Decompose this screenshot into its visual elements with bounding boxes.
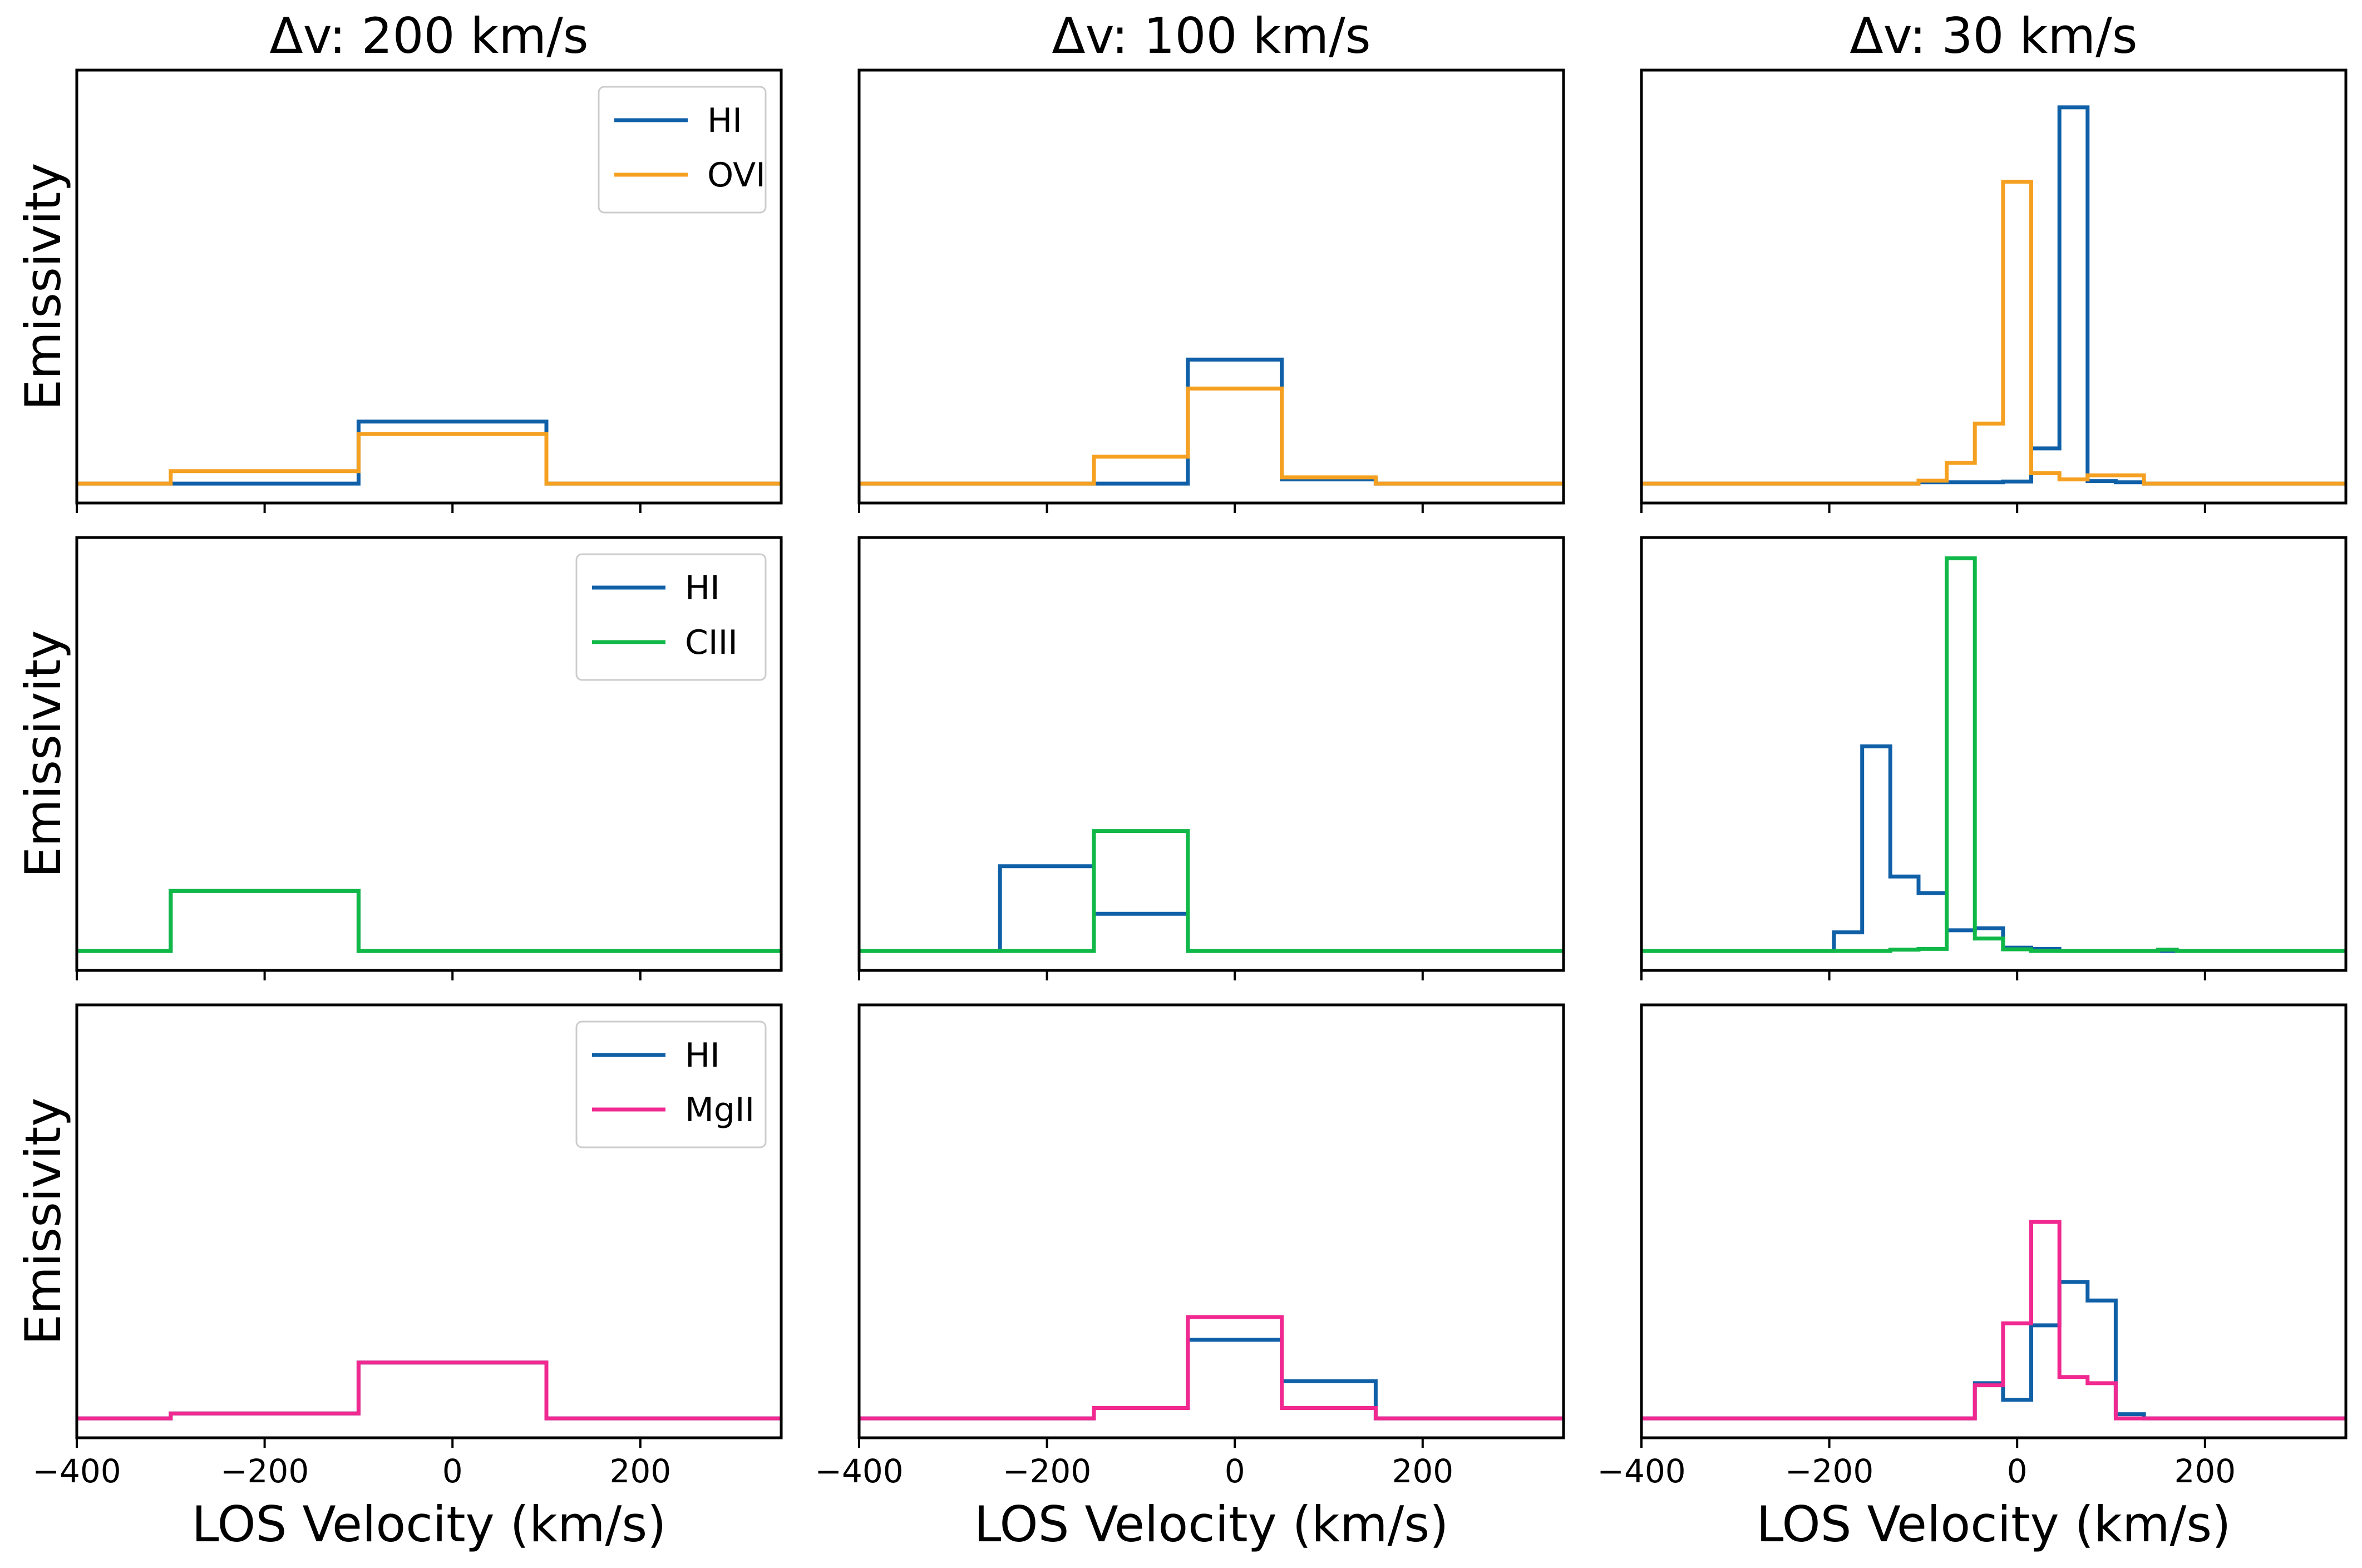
series-line-ovi xyxy=(77,432,781,486)
y-axis-label: Emissivity xyxy=(14,1097,72,1345)
x-tick-label: 0 xyxy=(442,1452,463,1490)
axes-frame xyxy=(1640,536,2348,972)
x-tick-label: 200 xyxy=(609,1452,671,1490)
x-tick-label: −400 xyxy=(32,1452,121,1490)
subplot-r2-c0: −400 −200 0 200 HI MgII xyxy=(32,1003,783,1490)
subplot-r2-c1: −400 −200 0 200 xyxy=(815,1003,1565,1490)
series-line-hi xyxy=(77,420,781,486)
series-line-mgii xyxy=(859,1315,1564,1421)
axes-frame xyxy=(75,1003,783,1439)
x-tick-label: −200 xyxy=(1785,1452,1873,1490)
x-tick-label: 200 xyxy=(2174,1452,2236,1490)
x-axis-label: LOS Velocity (km/s) xyxy=(1756,1496,2231,1553)
column-title: Δv: 30 km/s xyxy=(1850,7,2137,65)
series-line-ovi xyxy=(859,386,1564,486)
series-line-hi xyxy=(859,357,1564,486)
axes-frame xyxy=(75,68,783,505)
axes-frame xyxy=(1640,1003,2348,1439)
x-tick-label: −200 xyxy=(1003,1452,1091,1490)
x-tick-label: −400 xyxy=(1597,1452,1685,1490)
series-line-hi xyxy=(1641,1280,2346,1421)
subplot-r0-c1 xyxy=(857,68,1565,513)
x-tick-label: 0 xyxy=(2007,1452,2028,1490)
column-title: Δv: 200 km/s xyxy=(269,7,588,65)
series-line-hi xyxy=(1641,105,2346,486)
axes-frame xyxy=(857,68,1565,505)
x-tick-label: −400 xyxy=(815,1452,903,1490)
legend-label-hi: HI xyxy=(707,101,742,140)
legend-label-mgii: MgII xyxy=(685,1091,755,1130)
subplot-r0-c2 xyxy=(1640,68,2348,513)
series-line-mgii xyxy=(77,1360,781,1421)
legend: HI CIII xyxy=(575,553,767,681)
subplot-r1-c2 xyxy=(1640,536,2348,980)
subplot-r1-c1 xyxy=(857,536,1565,980)
axes-frame xyxy=(857,1003,1565,1439)
x-axis-label: LOS Velocity (km/s) xyxy=(974,1496,1448,1553)
legend-label-hi: HI xyxy=(685,1036,720,1075)
legend-label-ciii: CIII xyxy=(685,623,738,662)
axes-frame xyxy=(857,536,1565,972)
legend: HI MgII xyxy=(575,1020,767,1148)
legend: HI OVI xyxy=(598,86,767,214)
y-axis-label: Emissivity xyxy=(14,162,72,410)
x-axis-label: LOS Velocity (km/s) xyxy=(191,1496,666,1553)
x-tick-label: 0 xyxy=(1225,1452,1245,1490)
series-line-ciii xyxy=(1641,556,2346,953)
subplot-r1-c0: HI CIII xyxy=(75,536,783,980)
column-title: Δv: 100 km/s xyxy=(1052,7,1370,65)
series-line-hi xyxy=(859,1338,1564,1421)
series-line-ovi xyxy=(1641,180,2346,486)
series-line-ciii xyxy=(77,889,781,953)
x-tick-label: 200 xyxy=(1392,1452,1453,1490)
series-line-hi xyxy=(77,1360,781,1421)
legend-label-ovi: OVI xyxy=(707,156,766,195)
subplot-r0-c0: HI OVI xyxy=(75,68,783,513)
axes-frame xyxy=(75,536,783,972)
y-axis-label: Emissivity xyxy=(14,630,72,877)
series-line-ciii xyxy=(859,829,1564,953)
series-line-mgii xyxy=(1641,1220,2346,1421)
series-line-hi xyxy=(1641,744,2346,953)
x-tick-label: −200 xyxy=(220,1452,309,1490)
subplot-r2-c2: −400 −200 0 200 xyxy=(1597,1003,2348,1490)
series-line-hi xyxy=(77,889,781,953)
series-line-hi xyxy=(859,864,1564,953)
legend-label-hi: HI xyxy=(685,569,720,608)
axes-frame xyxy=(1640,68,2348,505)
